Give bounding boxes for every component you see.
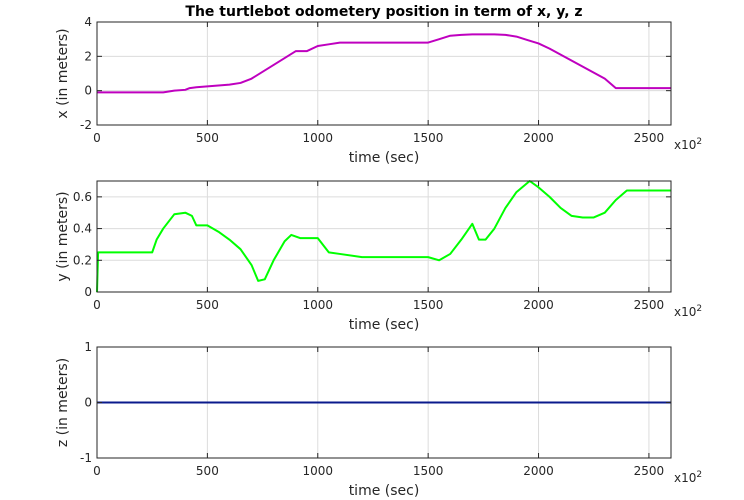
axes-background: [97, 181, 671, 292]
y-tick-label: 1: [84, 340, 92, 354]
y-axis-label: z (in meters): [55, 358, 71, 447]
y-tick-label: 0.2: [73, 253, 92, 267]
chart-title: The turtlebot odometery position in term…: [185, 4, 582, 20]
y-tick-label: 0: [84, 285, 92, 299]
y-tick-label: -2: [80, 118, 92, 132]
x-axis-label: time (sec): [349, 483, 420, 499]
x-tick-label: 1000: [302, 298, 333, 312]
y-tick-label: 0: [84, 396, 92, 410]
x-axis-label: time (sec): [349, 317, 420, 333]
y-tick-label: 0: [84, 84, 92, 98]
y-tick-label: 0.4: [73, 222, 92, 236]
y-axis-label: x (in meters): [55, 28, 71, 118]
x-tick-label: 1500: [413, 131, 444, 145]
x-tick-label: 2000: [523, 464, 554, 478]
y-axis-label: y (in meters): [55, 191, 71, 281]
x-axis-exponent: x102: [674, 137, 702, 152]
y-tick-label: 0.6: [73, 190, 92, 204]
x-tick-label: 500: [196, 298, 219, 312]
x-tick-label: 1000: [302, 464, 333, 478]
x-axis-exponent: x102: [674, 470, 702, 485]
x-tick-label: 0: [93, 298, 101, 312]
axes-box: [96, 180, 672, 293]
y-tick-label: 4: [84, 15, 92, 29]
x-tick-label: 2000: [523, 131, 554, 145]
y-tick-label: 2: [84, 49, 92, 63]
x-tick-label: 0: [93, 464, 101, 478]
x-tick-label: 500: [196, 131, 219, 145]
y-tick-label: -1: [80, 451, 92, 465]
x-tick-label: 0: [93, 131, 101, 145]
x-tick-label: 1500: [413, 298, 444, 312]
x-tick-label: 2000: [523, 298, 554, 312]
x-tick-label: 2500: [634, 298, 665, 312]
axes-background: [97, 22, 671, 125]
x-tick-label: 1000: [302, 131, 333, 145]
x-axis-label: time (sec): [349, 150, 420, 166]
x-tick-label: 1500: [413, 464, 444, 478]
x-tick-label: 2500: [634, 464, 665, 478]
x-axis-exponent: x102: [674, 304, 702, 319]
plot-panel-2: 0 500 1000 1500 2000 2500 0 0.2 0.4 0.6 time (sec)…: [55, 180, 702, 333]
x-tick-label: 500: [196, 464, 219, 478]
series-line: [97, 33, 671, 94]
x-tick-label: 2500: [634, 131, 665, 145]
series-line: [96, 180, 671, 293]
axes-box: [96, 21, 672, 126]
